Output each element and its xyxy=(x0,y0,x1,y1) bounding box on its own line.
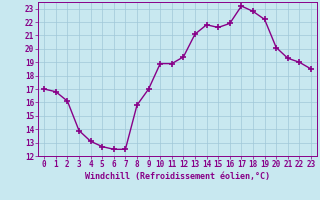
X-axis label: Windchill (Refroidissement éolien,°C): Windchill (Refroidissement éolien,°C) xyxy=(85,172,270,181)
